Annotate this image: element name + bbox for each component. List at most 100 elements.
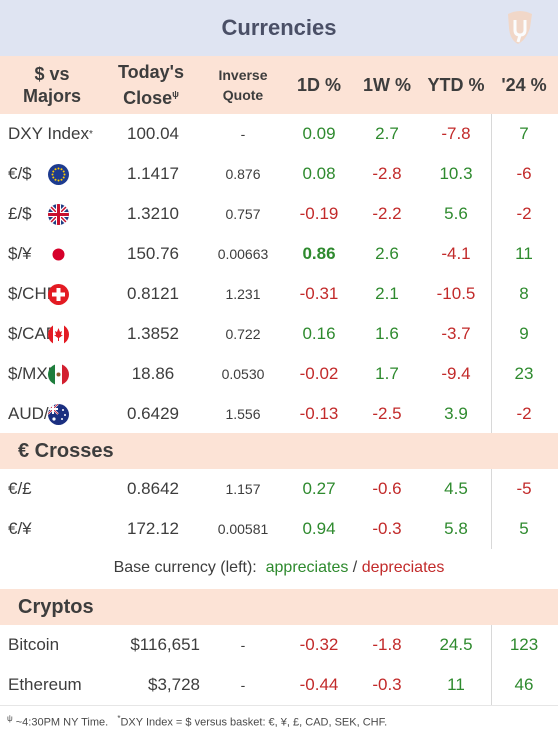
footnote: ψ ~4:30PM NY Time. *DXY Index = $ versus… bbox=[7, 714, 388, 729]
close-value: $3,728 bbox=[148, 675, 200, 694]
pair-label: $/CHF bbox=[8, 284, 58, 303]
japan-flag-icon bbox=[48, 244, 69, 265]
close-value: 172.12 bbox=[127, 519, 179, 538]
table-row: €/£ 0.8642 1.157 0.27 -0.6 4.5 -5 bbox=[0, 469, 558, 509]
change-1d: 0.94 bbox=[302, 519, 336, 538]
pair-label: €/$ bbox=[8, 164, 32, 183]
inverse-quote-value: - bbox=[240, 637, 246, 653]
header-inverse-quote: Inverse Quote bbox=[218, 67, 268, 103]
change-ytd: -7.8 bbox=[441, 124, 471, 143]
table-row: Ethereum $3,728 - -0.44 -0.3 11 46 bbox=[0, 665, 558, 705]
change-1w: 1.7 bbox=[375, 364, 399, 383]
eu-flag-icon bbox=[48, 164, 69, 185]
pair-label: $/CAD bbox=[8, 324, 59, 343]
change-1w: -2.5 bbox=[372, 404, 402, 423]
change-1d: 0.16 bbox=[302, 324, 336, 343]
change-1d: 0.27 bbox=[302, 479, 336, 498]
change-2024: 46 bbox=[514, 675, 534, 694]
pair-label: DXY Index * bbox=[8, 124, 93, 143]
inverse-quote-value: 1.556 bbox=[225, 406, 261, 422]
pair-label: Bitcoin bbox=[8, 635, 60, 654]
inverse-quote-value: 0.722 bbox=[225, 326, 261, 342]
page-title: Currencies bbox=[221, 15, 337, 40]
legend: Base currency (left): appreciates / depr… bbox=[113, 559, 445, 576]
change-1d: -0.32 bbox=[299, 635, 339, 654]
change-1w: 2.6 bbox=[375, 244, 399, 263]
change-1w: -2.8 bbox=[372, 164, 402, 183]
table-row: $/CAD 1.3852 0.722 0.16 1.6 -3.7 9 bbox=[0, 314, 558, 354]
close-value: 18.86 bbox=[131, 364, 175, 383]
change-1d: -0.02 bbox=[299, 364, 339, 383]
change-ytd: -4.1 bbox=[441, 244, 471, 263]
inverse-quote-value: 0.757 bbox=[225, 206, 261, 222]
close-value: 0.6429 bbox=[127, 404, 179, 423]
table-row: $/¥ 150.76 0.00663 0.86 2.6 -4.1 11 bbox=[0, 234, 558, 274]
close-value: 100.04 bbox=[127, 124, 179, 143]
table-row: $/MXN 18.86 0.0530 -0.02 1.7 -9.4 23 bbox=[0, 354, 558, 394]
inverse-quote-value: 0.00581 bbox=[217, 521, 269, 537]
inverse-quote-value: 0.00663 bbox=[217, 246, 269, 262]
cryptos-section-header: Cryptos bbox=[0, 589, 558, 625]
change-1d: 0.86 bbox=[302, 244, 336, 263]
tuning-fork-logo bbox=[508, 11, 532, 44]
change-2024: 9 bbox=[519, 324, 529, 343]
change-1w: 2.7 bbox=[375, 124, 399, 143]
close-value: 1.1417 bbox=[127, 164, 179, 183]
change-ytd: 5.8 bbox=[444, 519, 468, 538]
close-value: 1.3852 bbox=[127, 324, 179, 343]
close-value: $116,651 bbox=[130, 635, 200, 654]
column-divider bbox=[491, 625, 492, 705]
australia-flag-icon bbox=[48, 404, 69, 425]
change-2024: 5 bbox=[519, 519, 529, 538]
footer-divider bbox=[0, 705, 558, 706]
legend-depreciates: depreciates bbox=[361, 559, 445, 576]
change-1d: -0.13 bbox=[299, 404, 339, 423]
table-row: €/$ 1.1417 0.876 0.08 -2.8 10.3 -6 bbox=[0, 154, 558, 194]
change-1w: -2.2 bbox=[372, 204, 402, 223]
inverse-quote-value: - bbox=[240, 677, 246, 693]
column-divider bbox=[491, 114, 492, 433]
table-row: €/¥ 172.12 0.00581 0.94 -0.3 5.8 5 bbox=[0, 509, 558, 549]
change-ytd: -3.7 bbox=[441, 324, 471, 343]
change-2024: -6 bbox=[516, 164, 532, 183]
change-2024: 123 bbox=[509, 635, 539, 654]
header-24: '24 % bbox=[501, 75, 547, 95]
table-row: DXY Index * 100.04 - 0.09 2.7 -7.8 7 bbox=[0, 114, 558, 154]
table-row: AUD/$ 0.6429 1.556 -0.13 -2.5 3.9 -2 bbox=[0, 394, 558, 434]
change-2024: 8 bbox=[519, 284, 529, 303]
close-value: 150.76 bbox=[127, 244, 179, 263]
close-value: 0.8121 bbox=[127, 284, 179, 303]
inverse-quote-value: 1.157 bbox=[225, 481, 261, 497]
change-1w: -0.3 bbox=[372, 519, 402, 538]
pair-label: £/$ bbox=[8, 204, 32, 223]
change-1w: -0.6 bbox=[372, 479, 402, 498]
pair-label: AUD/$ bbox=[8, 404, 59, 423]
inverse-quote-value: 0.876 bbox=[225, 166, 261, 182]
pair-label: Ethereum bbox=[8, 675, 82, 694]
pair-label: €/£ bbox=[8, 479, 32, 498]
table-row: Bitcoin $116,651 - -0.32 -1.8 24.5 123 bbox=[0, 625, 558, 665]
change-ytd: -9.4 bbox=[441, 364, 471, 383]
change-1d: -0.31 bbox=[299, 284, 339, 303]
header-pair: $ vs Majors bbox=[22, 64, 82, 106]
change-1d: 0.08 bbox=[302, 164, 336, 183]
change-ytd: 4.5 bbox=[444, 479, 468, 498]
crosses-section-header: € Crosses bbox=[0, 433, 558, 469]
change-2024: -2 bbox=[516, 204, 532, 223]
change-2024: -2 bbox=[516, 404, 532, 423]
legend-appreciates: appreciates bbox=[265, 559, 349, 576]
change-2024: 11 bbox=[515, 244, 533, 263]
table-header: $ vs Majors Today's Closeψ Inverse Quote 1D… bbox=[0, 56, 558, 114]
change-1d: -0.44 bbox=[299, 675, 339, 694]
change-ytd: 10.3 bbox=[439, 164, 473, 183]
change-1w: -1.8 bbox=[372, 635, 402, 654]
title-bar: Currencies bbox=[0, 0, 558, 56]
change-1d: 0.09 bbox=[302, 124, 336, 143]
change-2024: 23 bbox=[514, 364, 534, 383]
header-1d: 1D % bbox=[296, 75, 341, 95]
pair-label: $/MXN bbox=[8, 364, 60, 383]
column-divider bbox=[491, 469, 492, 549]
change-ytd: -10.5 bbox=[436, 284, 476, 303]
uk-flag-icon bbox=[48, 204, 69, 225]
change-ytd: 5.6 bbox=[444, 204, 468, 223]
